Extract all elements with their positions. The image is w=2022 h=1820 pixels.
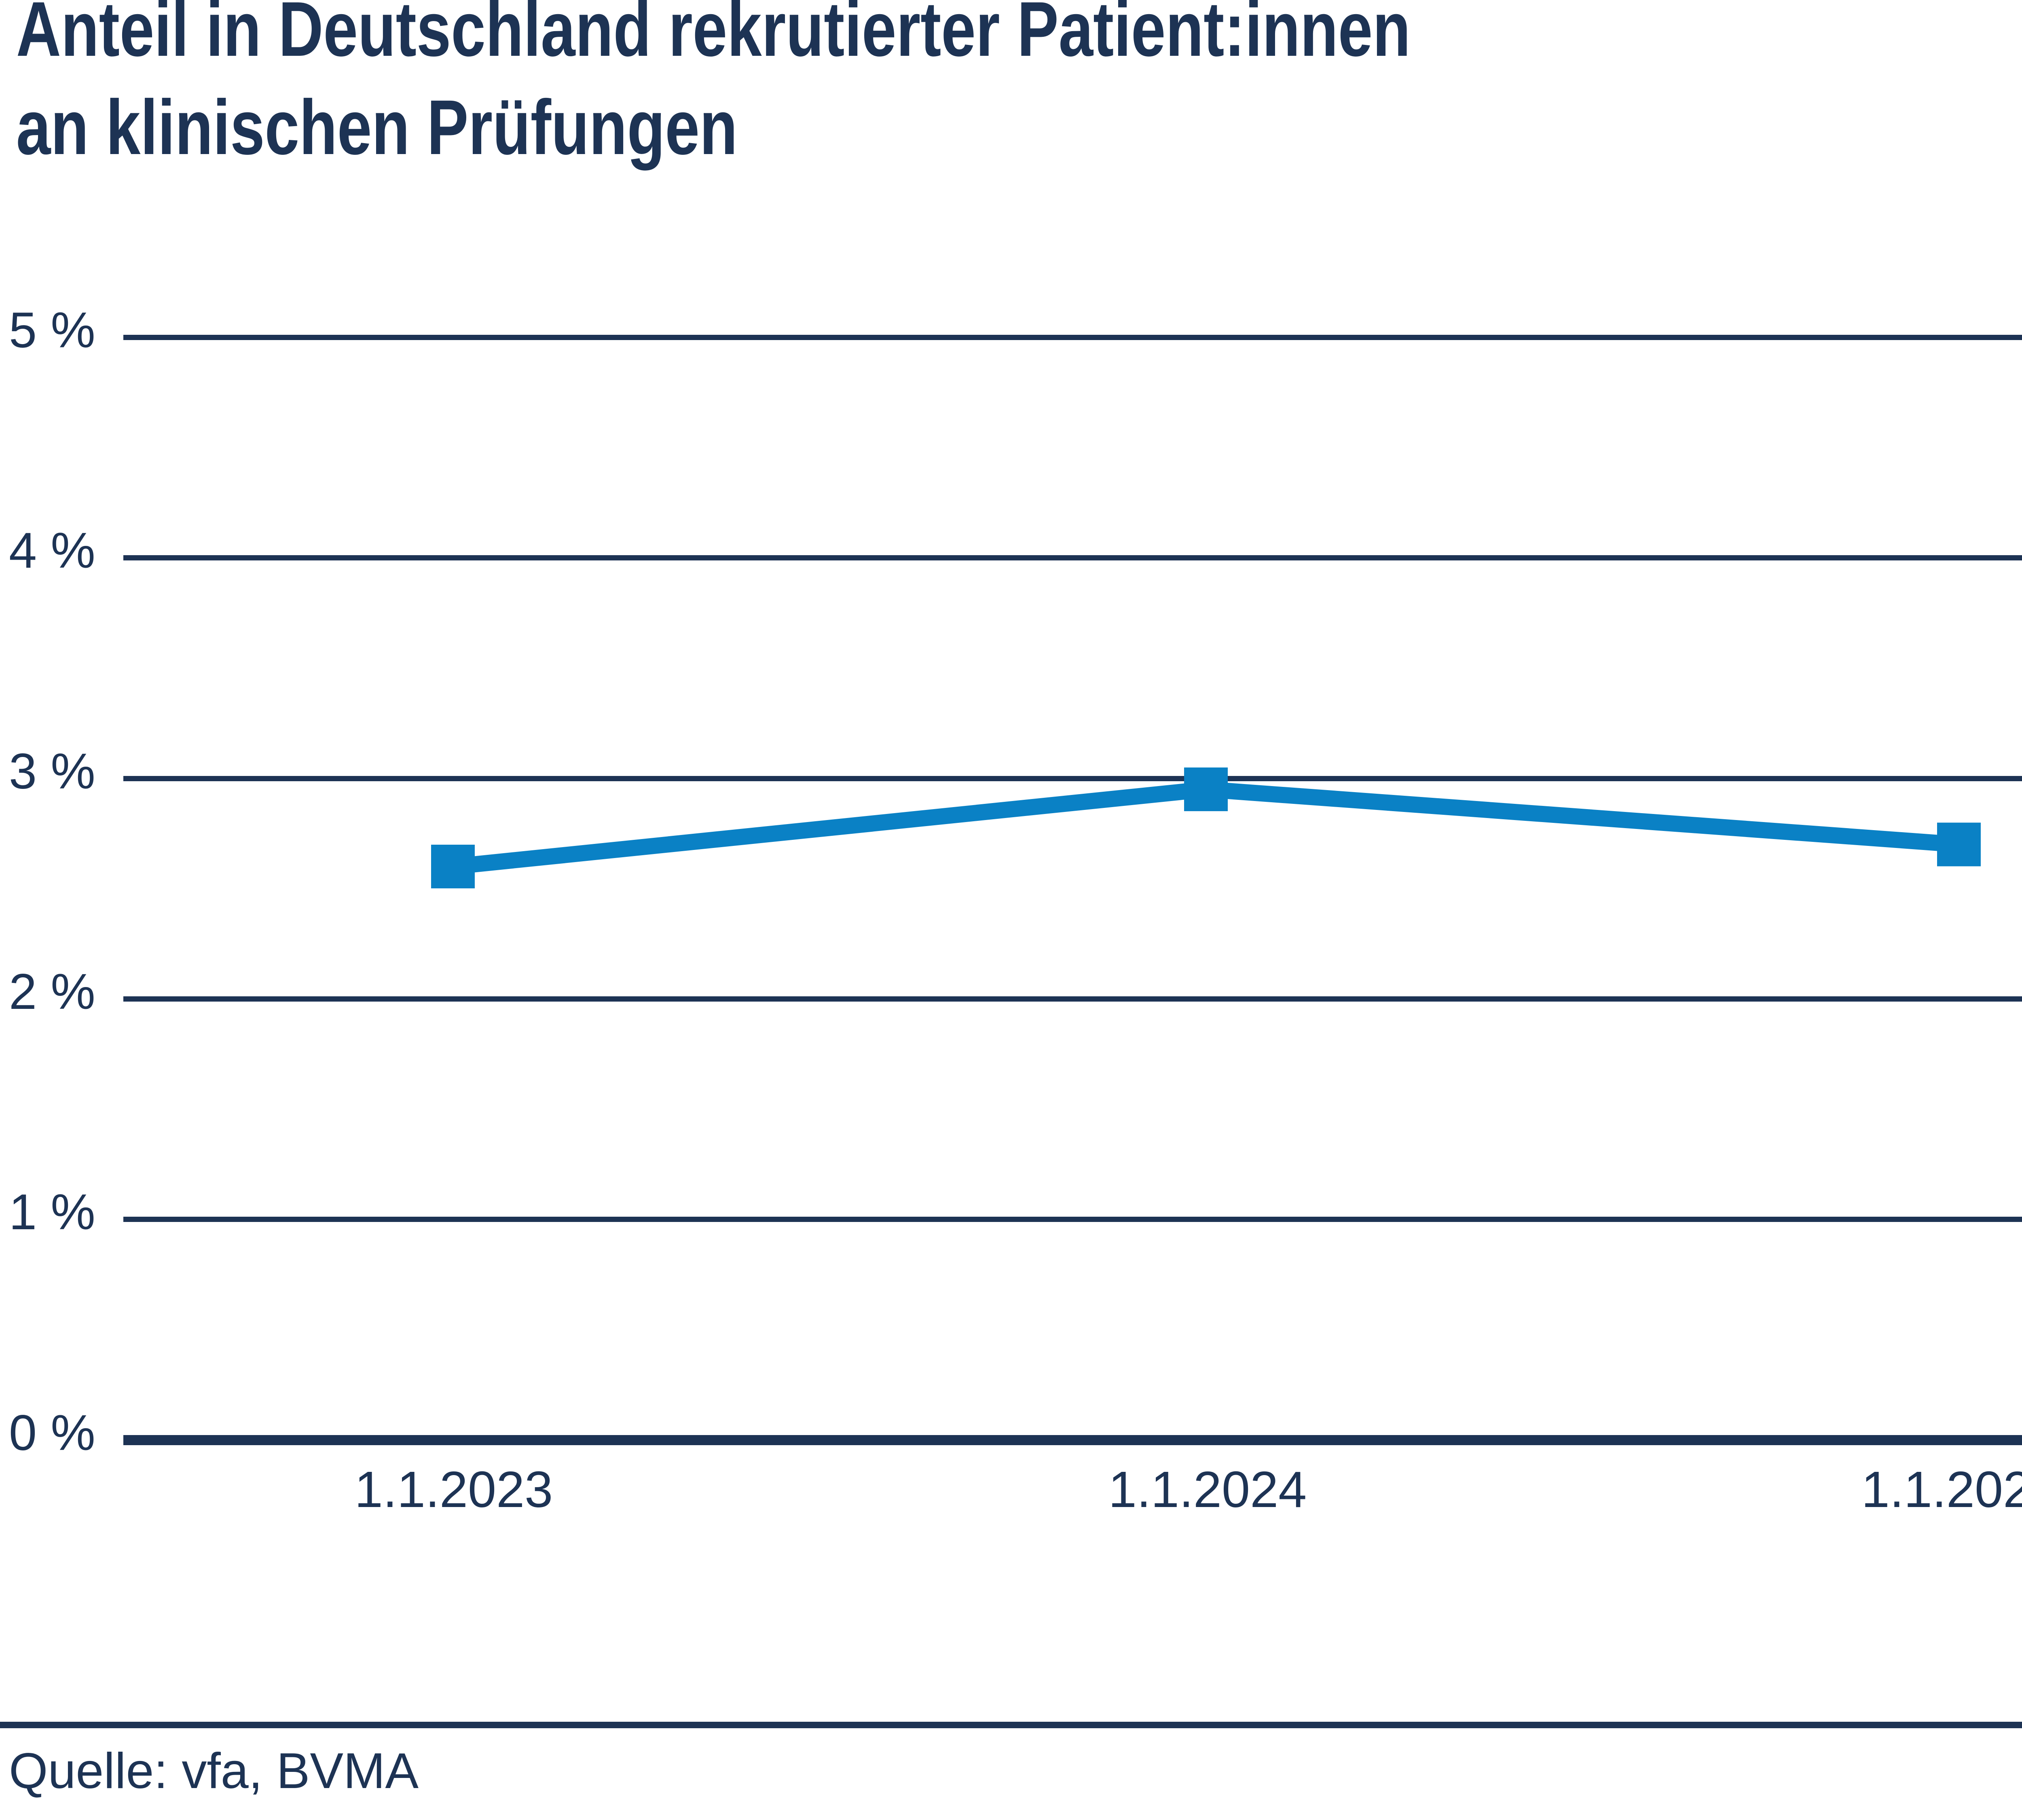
gridline-3pct bbox=[123, 776, 2022, 781]
gridline-5pct bbox=[123, 335, 2022, 340]
source-note: Quelle: vfa, BVMA bbox=[9, 1743, 419, 1799]
x-axis-baseline bbox=[123, 1435, 2022, 1445]
y-axis-tick-label: 5 % bbox=[9, 302, 95, 358]
data-point-marker bbox=[1937, 822, 1981, 867]
chart-title-line1: Anteil in Deutschland rekrutierter Patie… bbox=[16, 0, 1411, 72]
y-axis-tick-label: 4 % bbox=[9, 523, 95, 579]
data-point-marker bbox=[1184, 767, 1228, 812]
y-axis-tick-label: 3 % bbox=[9, 744, 95, 799]
y-axis-tick-label: 0 % bbox=[9, 1405, 95, 1461]
y-axis-tick-label: 2 % bbox=[9, 964, 95, 1020]
chart-title: Anteil in Deutschland rekrutierter Patie… bbox=[16, 0, 1411, 176]
x-axis-label: 1.1.2024 bbox=[1108, 1461, 1307, 1518]
x-axis-label: 1.1.2025 bbox=[1861, 1461, 2022, 1518]
gridline-1pct bbox=[123, 1217, 2022, 1222]
x-axis-label: 1.1.2023 bbox=[354, 1461, 553, 1518]
gridline-4pct bbox=[123, 555, 2022, 560]
data-point-marker bbox=[431, 844, 475, 888]
y-axis-tick-label: 1 % bbox=[9, 1184, 95, 1240]
gridline-2pct bbox=[123, 996, 2022, 1002]
footer-divider-bar bbox=[0, 1722, 2022, 1728]
chart-title-line2: an klinischen Prüfungen bbox=[16, 84, 738, 171]
